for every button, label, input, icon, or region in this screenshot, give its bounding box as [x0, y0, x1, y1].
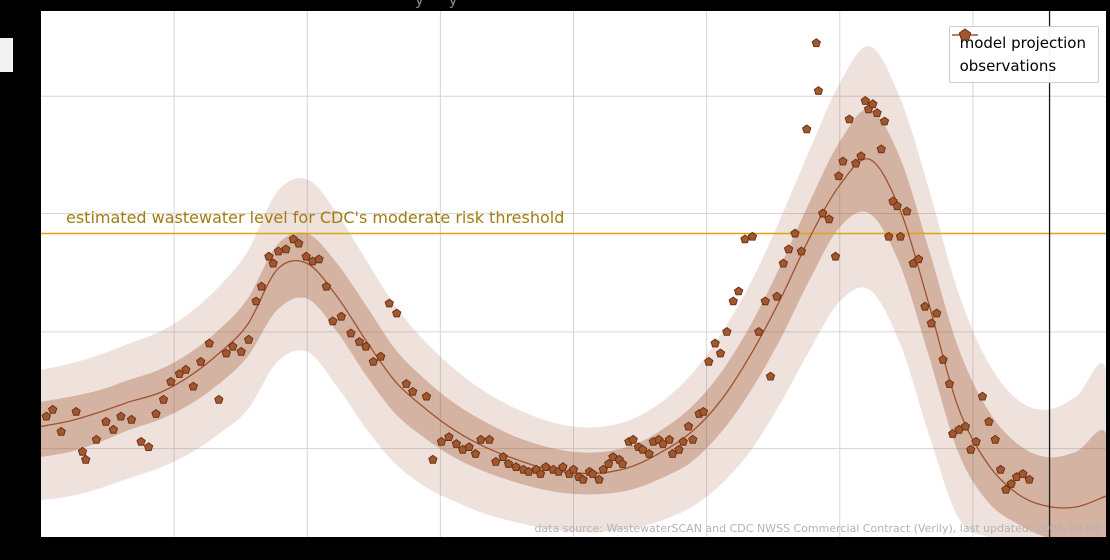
clipped-title-text: y y [415, 0, 468, 9]
observations-marker-swatch [958, 28, 971, 41]
data-source-note: data source: WastewaterSCAN and CDC NWSS… [534, 522, 1100, 535]
clipped-title-fragment: y y [415, 0, 505, 10]
legend: model projection observations [948, 26, 1099, 83]
threshold-label: estimated wastewater level for CDC's mod… [66, 208, 565, 227]
legend-label-model-projection: model projection [959, 34, 1086, 52]
legend-label-observations: observations [959, 57, 1057, 75]
plot-area: estimated wastewater level for CDC's mod… [40, 10, 1107, 538]
legend-item-observations: observations [958, 28, 1086, 75]
left-edge-label-fragment [0, 38, 13, 72]
chart-canvas [41, 11, 1106, 537]
